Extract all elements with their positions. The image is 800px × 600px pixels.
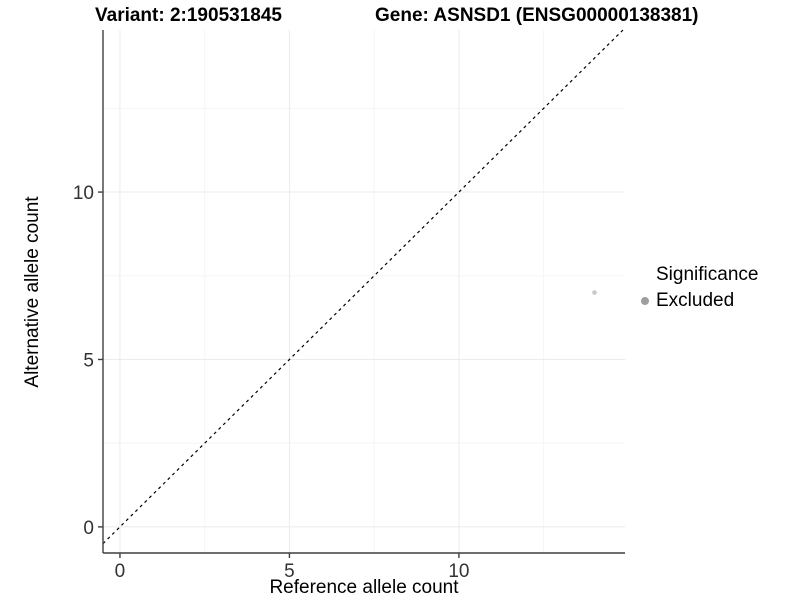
y-axis-title: Alternative allele count — [22, 196, 43, 388]
x-tick-label: 10 — [448, 561, 469, 582]
data-point — [592, 290, 597, 295]
y-tick-label: 5 — [83, 350, 94, 371]
variant-title: Variant: 2:190531845 — [95, 5, 282, 26]
identity-line — [102, 29, 624, 545]
legend-point-icon — [641, 296, 649, 305]
y-tick-label: 0 — [83, 518, 94, 539]
legend: Significance Excluded — [637, 264, 758, 312]
y-tick-label: 10 — [73, 183, 94, 204]
legend-items: Excluded — [637, 289, 758, 312]
x-axis-title: Reference allele count — [269, 577, 459, 598]
legend-item: Excluded — [637, 289, 758, 312]
x-tick-label: 5 — [284, 561, 295, 582]
gene-title: Gene: ASNSD1 (ENSG00000138381) — [375, 5, 699, 26]
legend-item-label: Excluded — [656, 289, 735, 311]
x-tick-label: 0 — [115, 561, 126, 582]
legend-title: Significance — [656, 264, 759, 285]
